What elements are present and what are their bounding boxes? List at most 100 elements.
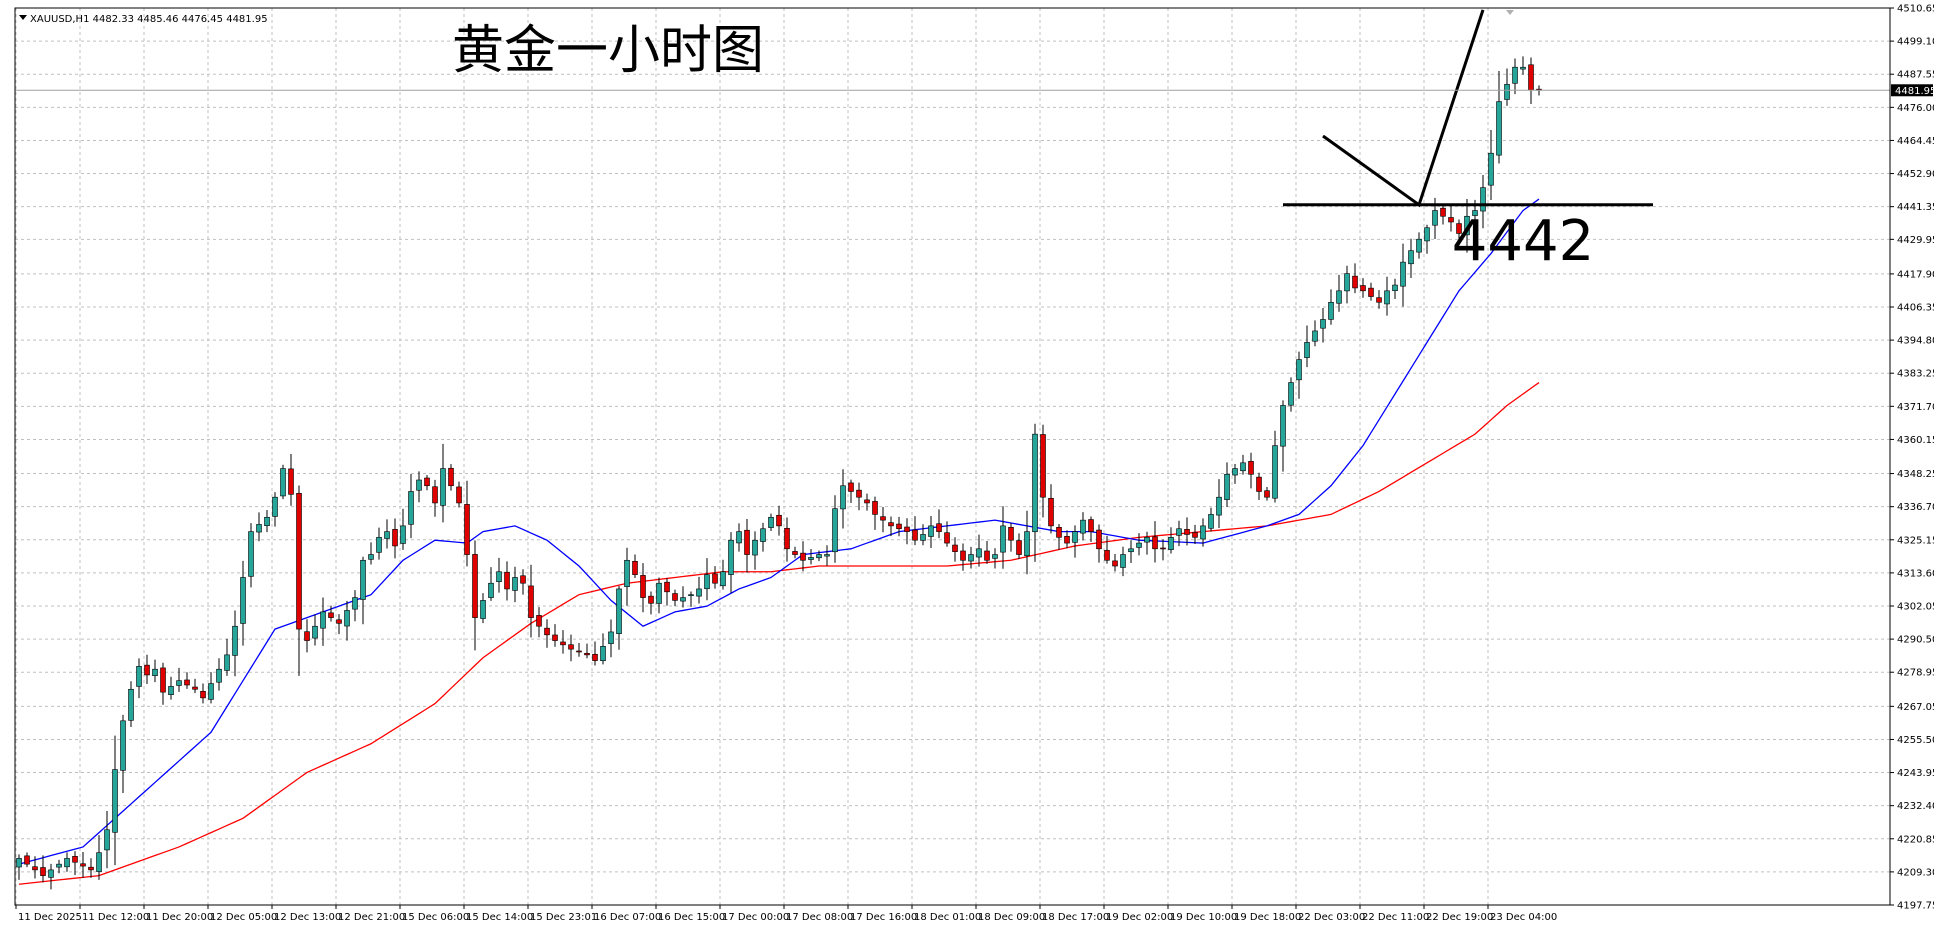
bear-candle-body [1056,526,1062,538]
bull-candle-body [816,554,822,559]
bull-candle-body [496,571,502,582]
candle [464,480,470,567]
candle [72,851,78,876]
bull-candle-body [736,531,742,544]
candle [960,543,966,571]
candle [704,558,710,601]
x-tick-label: 15 Dec 06:00 [402,912,469,923]
candle [256,512,262,542]
bear-candle-body [1456,223,1462,234]
bear-candle-body [1040,434,1046,498]
plot-frame [14,7,1891,906]
bull-candle-body [216,668,222,683]
candle [1512,58,1518,95]
bear-candle-body [864,499,870,504]
bull-candle-body [1424,227,1430,242]
candle [392,518,398,559]
bull-candle-body [752,539,758,556]
candle [1280,400,1286,472]
candle [680,586,686,608]
candle [920,524,926,546]
bear-candle-body [1360,285,1366,292]
bull-candle-body [400,525,406,544]
bull-candle-body [768,516,774,528]
bear-candle-body [1096,529,1102,550]
candle [712,566,718,589]
candle-layer [16,56,1542,890]
y-tick-label: 4278.95 [1897,668,1934,679]
bear-candle-body [856,489,862,498]
bull-candle-body [728,539,734,575]
candle [576,642,582,657]
bear-candle-body [392,529,398,547]
y-tick-label: 4406.35 [1897,303,1934,314]
candle [648,591,654,615]
candle [1328,289,1334,325]
symbol-dropdown-icon[interactable] [19,15,27,20]
candle [240,560,246,646]
x-tick-label: 18 Dec 17:00 [1042,912,1109,923]
candle [440,443,446,523]
bear-candle-body [712,573,718,584]
bull-candle-body [1304,342,1310,358]
candle [512,566,518,603]
candle [304,619,310,653]
bear-candle-body [1104,550,1110,561]
bull-candle-body [1144,537,1150,543]
bear-candle-body [912,529,918,541]
bull-candle-body [656,582,662,604]
candle [184,672,190,689]
bull-candle-body [280,468,286,497]
annotation-title: 黄金一小时图 [452,21,764,81]
bear-candle-body [1376,297,1382,303]
bull-candle-body [1480,187,1486,212]
bull-candle-body [256,524,262,533]
candle [48,863,54,890]
bull-candle-body [112,769,118,833]
bull-candle-body [840,485,846,510]
bull-candle-body [64,858,70,868]
candle [504,561,510,601]
candle [944,521,950,547]
bear-candle-body [336,619,342,624]
bear-candle-body [576,650,582,653]
candle [1272,430,1278,503]
candle [656,577,662,614]
candle [1200,518,1206,547]
candle [1464,198,1470,253]
bear-candle-body [792,551,798,555]
candle [1008,522,1014,552]
candle [864,493,870,511]
bull-candle-body [360,559,366,600]
candle [272,492,278,527]
ma-slow-line [18,382,1540,885]
bear-candle-body [1088,519,1094,532]
candle [1368,282,1374,301]
candle [136,658,142,699]
candle [584,643,590,659]
candle [1440,204,1446,225]
bear-candle-body [184,679,190,686]
candle [1192,524,1198,544]
candle [792,546,798,559]
candle [408,473,414,539]
candle [1240,454,1246,475]
bear-candle-body [880,516,886,521]
bull-candle-body [1120,554,1126,568]
bear-candle-body [1048,498,1054,527]
candle [1296,351,1302,399]
y-tick-label: 4336.70 [1897,502,1934,513]
bull-candle-body [808,557,814,560]
bull-candle-body [1216,496,1222,516]
bull-candle-body [1320,319,1326,329]
y-tick-label: 4232.40 [1897,801,1934,812]
candle [1136,533,1142,556]
candle [1168,527,1174,554]
candle [224,638,230,676]
candle [1048,484,1054,534]
bear-candle-body [1528,64,1534,91]
bull-candle-body [760,528,766,542]
candle [32,856,38,879]
